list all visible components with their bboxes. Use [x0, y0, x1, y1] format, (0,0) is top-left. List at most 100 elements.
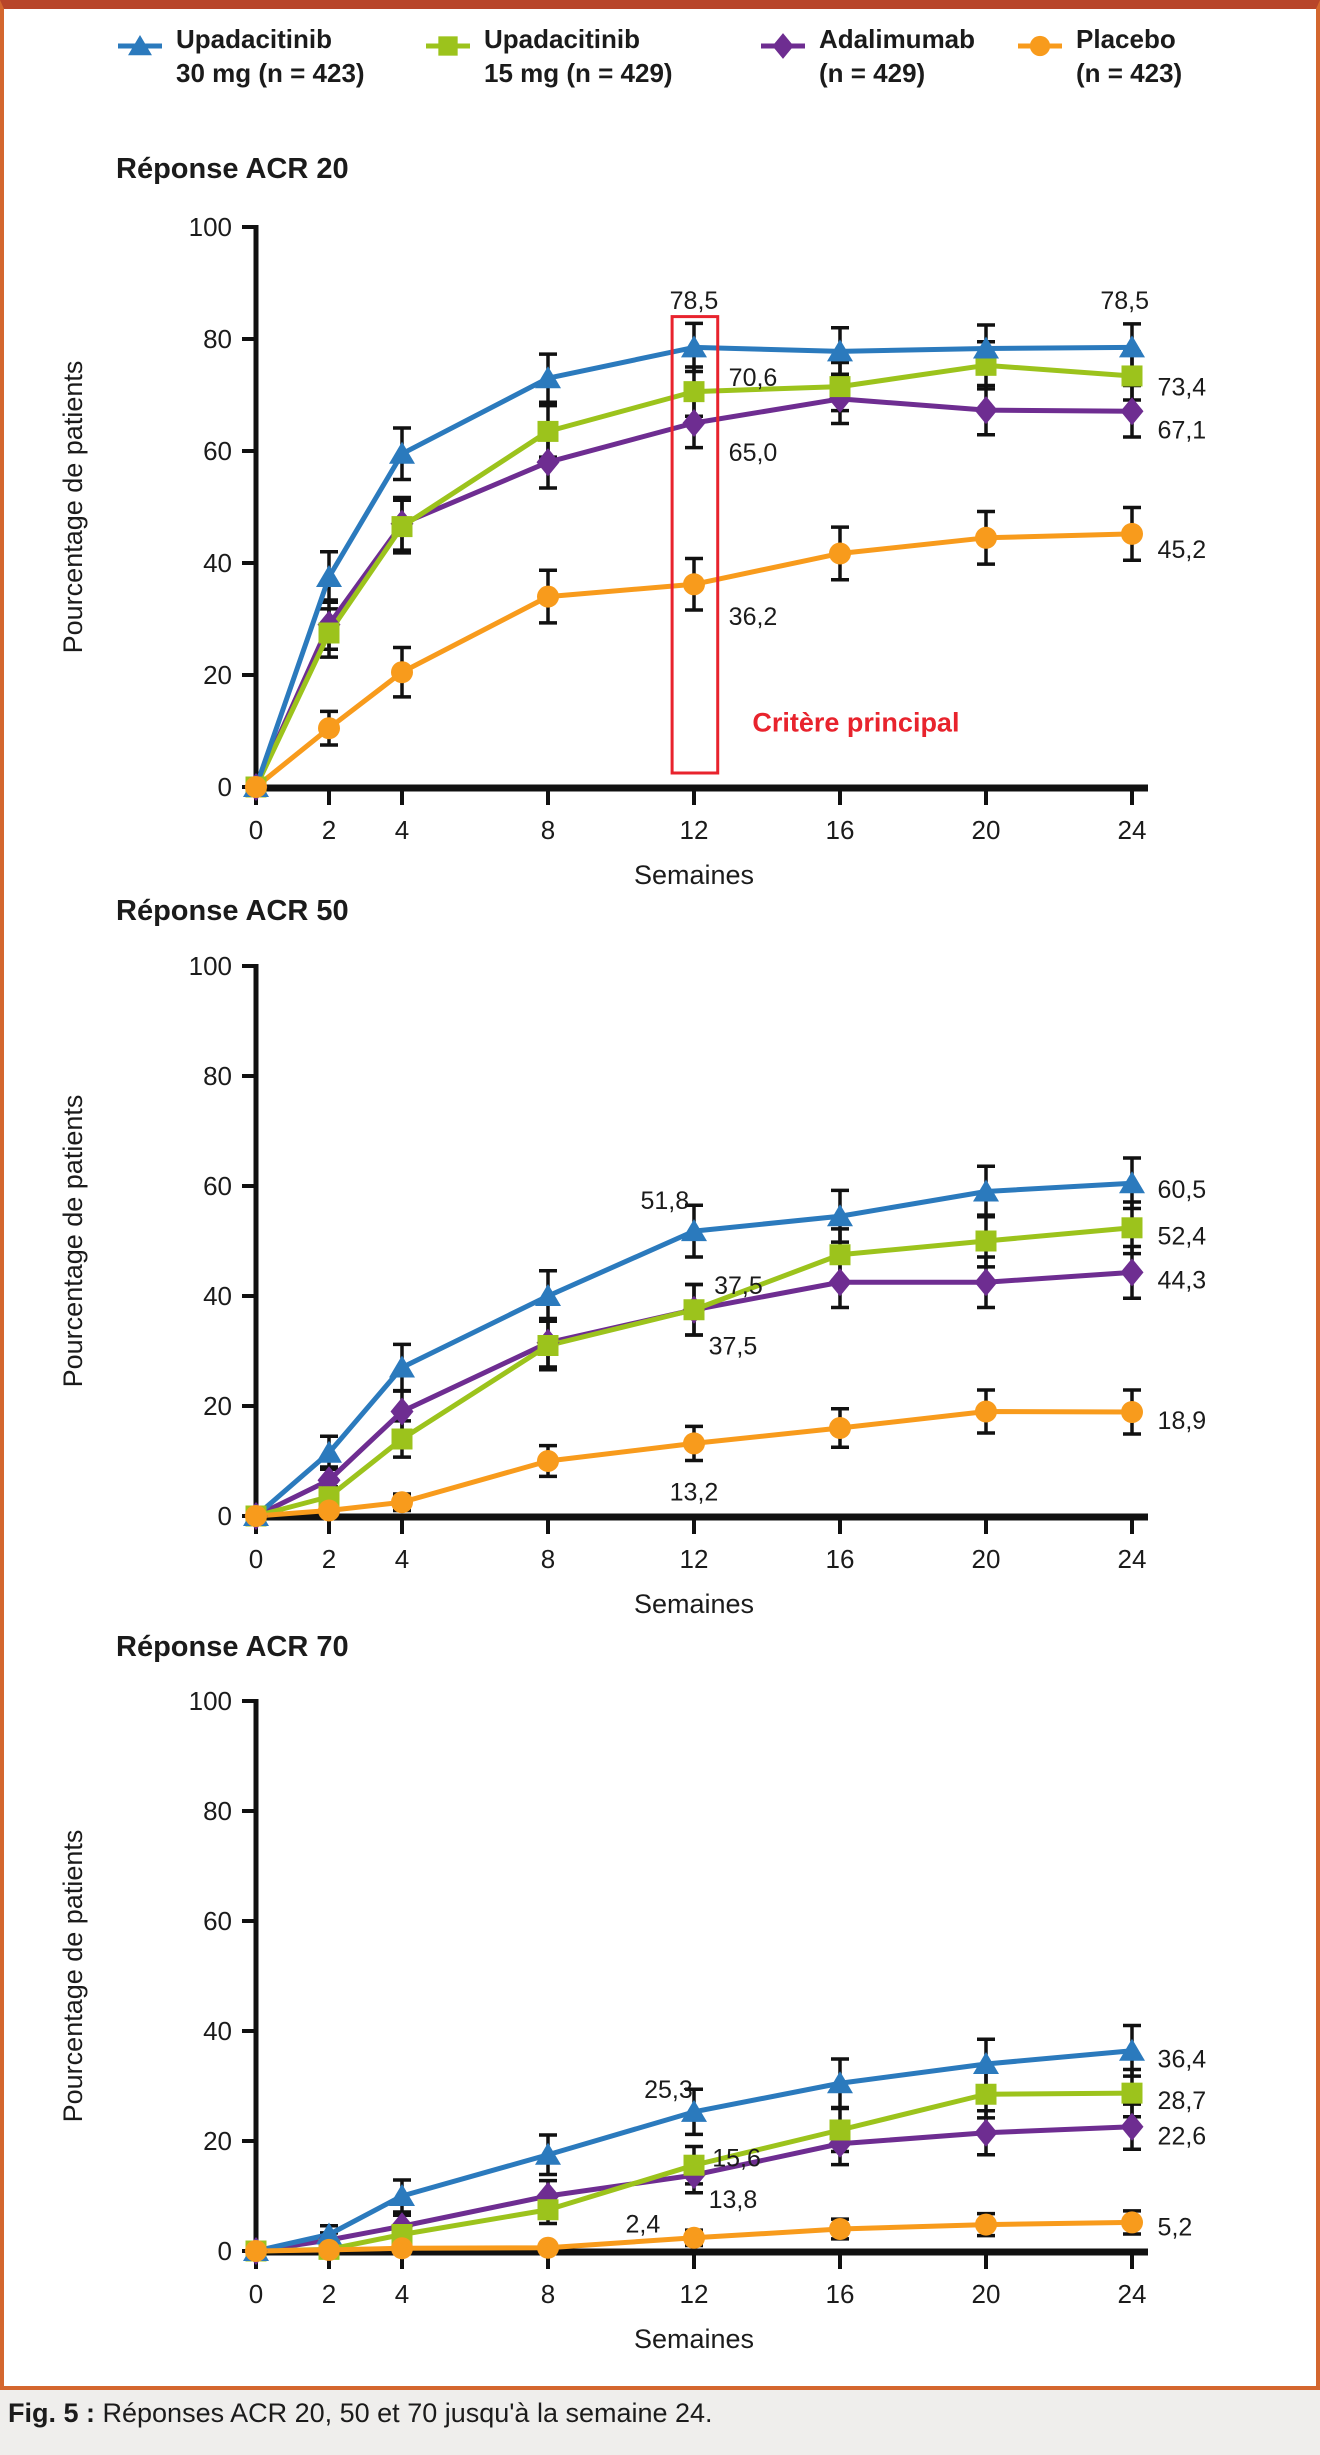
- circle-marker-icon: [683, 2226, 705, 2249]
- series-line-pbo: [254, 531, 1133, 789]
- triangle-marker-icon: [1119, 1171, 1145, 1194]
- diamond-marker-icon: [974, 396, 998, 425]
- triangle-marker-icon: [389, 441, 415, 464]
- triangle-marker-icon: [316, 565, 342, 587]
- x-tick-label: 2: [322, 1544, 336, 1574]
- legend-line1: Upadacitinib: [484, 24, 641, 54]
- data-label: 65,0: [729, 439, 778, 467]
- x-tick-label: 2: [322, 2279, 336, 2309]
- triangle-marker-icon: [316, 2222, 342, 2245]
- data-label: 13,2: [670, 1478, 719, 1506]
- legend-label: Upadacitinib 30 mg (n = 423): [176, 23, 365, 91]
- triangle-marker-icon: [681, 335, 707, 358]
- square-marker-icon: [426, 36, 470, 56]
- x-tick-label: 16: [826, 2279, 855, 2309]
- triangle-marker-icon: [535, 1284, 561, 1306]
- diamond-marker-icon: [390, 1397, 414, 1426]
- square-marker-icon: [683, 381, 705, 403]
- y-tick-label: 60: [203, 1906, 232, 1936]
- triangle-marker-icon: [681, 2099, 707, 2122]
- diamond-marker-icon: [1120, 397, 1144, 426]
- data-label: 36,4: [1158, 2046, 1207, 2074]
- x-tick-label: 12: [680, 1544, 709, 1574]
- triangle-marker-icon: [389, 1355, 415, 1378]
- diamond-marker-icon: [974, 2118, 998, 2147]
- circle-marker-icon: [391, 1491, 413, 1514]
- y-tick-label: 0: [218, 2236, 232, 2266]
- x-tick-label: 24: [1118, 1544, 1147, 1574]
- diamond-marker-icon: [772, 33, 794, 59]
- legend-line2: 15 mg (n = 429): [484, 57, 673, 88]
- square-marker-icon: [1121, 2082, 1143, 2104]
- figure-caption: Fig. 5 : Réponses ACR 20, 50 et 70 jusqu…: [8, 2398, 713, 2429]
- legend-label: Adalimumab (n = 429): [819, 23, 975, 91]
- circle-marker-icon: [683, 1432, 705, 1455]
- circle-marker-icon: [829, 542, 851, 565]
- data-label: 5,2: [1158, 2213, 1193, 2241]
- square-marker-icon: [391, 516, 413, 538]
- series-line-pbo: [255, 1409, 1133, 1519]
- circle-marker-icon: [975, 526, 997, 549]
- circle-marker-icon: [829, 1417, 851, 1439]
- circle-marker-icon: [1121, 2211, 1143, 2234]
- chart-title-acr70: Réponse ACR 70: [116, 1631, 349, 1663]
- x-tick-label: 24: [1118, 815, 1147, 845]
- x-tick-label: 0: [249, 1544, 263, 1574]
- series-line-upa15: [255, 2090, 1133, 2254]
- x-tick-label: 0: [249, 2279, 263, 2309]
- y-tick-label: 40: [203, 2016, 232, 2046]
- x-axis-label: Semaines: [634, 2324, 754, 2354]
- data-label: 70,6: [729, 364, 778, 392]
- triangle-marker-icon: [827, 2071, 853, 2094]
- data-label: 18,9: [1158, 1407, 1207, 1435]
- circle-marker-icon: [391, 2237, 413, 2260]
- square-marker-icon: [683, 1299, 705, 1321]
- diamond-marker-icon: [1120, 2112, 1144, 2141]
- x-tick-label: 20: [972, 1544, 1001, 1574]
- x-tick-label: 8: [541, 2279, 555, 2309]
- legend-line1: Upadacitinib: [176, 24, 333, 54]
- series-line-pbo: [255, 2219, 1133, 2254]
- triangle-marker-icon: [681, 1219, 707, 1242]
- triangle-marker-icon: [389, 2184, 415, 2206]
- legend-line1: Adalimumab: [819, 24, 976, 54]
- x-tick-label: 20: [972, 815, 1001, 845]
- x-tick-label: 12: [680, 2279, 709, 2309]
- y-tick-label: 20: [203, 660, 232, 690]
- y-tick-label: 80: [203, 1796, 232, 1826]
- square-marker-icon: [1121, 365, 1143, 387]
- x-tick-label: 8: [541, 1544, 555, 1574]
- triangle-marker-icon: [535, 366, 561, 389]
- x-axis-label: Semaines: [634, 1589, 754, 1619]
- legend-item-upadacitinib-15: Upadacitinib 15 mg (n = 429): [424, 23, 673, 91]
- data-label: 45,2: [1158, 536, 1207, 564]
- data-label: 15,6: [712, 2145, 761, 2173]
- caption-text: Réponses ACR 20, 50 et 70 jusqu'à la sem…: [95, 2398, 713, 2428]
- x-tick-label: 0: [249, 815, 263, 845]
- circle-marker-icon: [1121, 522, 1143, 545]
- legend-item-upadacitinib-30: Upadacitinib 30 mg (n = 423): [116, 23, 365, 91]
- circle-marker-icon: [245, 1505, 267, 1527]
- y-tick-label: 100: [189, 1686, 232, 1716]
- series-line-upa30: [254, 1180, 1133, 1518]
- x-tick-label: 16: [826, 815, 855, 845]
- square-marker-icon: [829, 2119, 851, 2141]
- data-label: 28,7: [1158, 2087, 1207, 2115]
- y-tick-label: 0: [218, 1501, 232, 1531]
- y-axis-label: Pourcentage de patients: [58, 361, 88, 654]
- y-tick-label: 20: [203, 1391, 232, 1421]
- square-marker-icon: [975, 2083, 997, 2105]
- data-label: 13,8: [709, 2186, 758, 2214]
- diamond-marker-icon: [761, 33, 805, 59]
- data-label: 25,3: [644, 2076, 693, 2104]
- y-axis-label: Pourcentage de patients: [58, 1095, 88, 1388]
- data-label: 60,5: [1158, 1176, 1207, 1204]
- triangle-marker-icon: [1119, 2038, 1145, 2061]
- series-line-ada: [253, 396, 1133, 789]
- diamond-marker-icon: [536, 448, 560, 477]
- triangle-marker-icon: [118, 34, 162, 56]
- circle-marker-icon: [829, 2218, 851, 2240]
